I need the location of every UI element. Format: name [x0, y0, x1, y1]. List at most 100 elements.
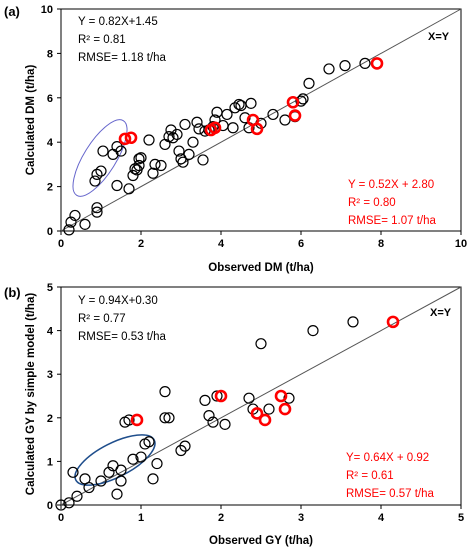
- black-point-b: [55, 499, 67, 511]
- black-point-b: [175, 444, 187, 457]
- red-r2-a: R² = 0.80: [348, 197, 396, 209]
- black-point-b: [95, 475, 107, 487]
- black-point-b: [71, 490, 83, 502]
- black-point-a: [171, 128, 183, 141]
- black-point-a: [221, 108, 233, 121]
- black-rmse-b: RMSE= 0.53 t/ha: [78, 331, 166, 343]
- one-to-one-label-a: X=Y: [428, 31, 450, 43]
- black-point-a: [179, 118, 191, 131]
- red-point-b: [214, 389, 228, 403]
- y-tick-label-a: 0: [47, 226, 53, 238]
- red-point-a: [288, 109, 302, 122]
- x-tick-label-a: 2: [138, 238, 144, 250]
- black-point-a: [197, 154, 209, 166]
- black-point-a: [123, 183, 135, 195]
- black-point-b: [179, 440, 191, 452]
- black-point-a: [63, 224, 75, 236]
- black-point-a: [279, 114, 291, 126]
- panel-label-a: (a): [4, 4, 20, 19]
- red-rmse-b: RMSE= 0.57 t/ha: [346, 488, 434, 500]
- black-point-a: [183, 148, 195, 161]
- x-tick-label-a: 8: [378, 238, 384, 250]
- ticks-b: 0 1 2 3 4 5 0 1 2 3 4 5: [47, 282, 464, 524]
- red-point-a: [250, 122, 264, 136]
- black-point-a: [245, 97, 257, 109]
- black-point-a: [91, 202, 103, 214]
- y-tick-label-b: 2: [47, 413, 53, 425]
- y-tick-label-b: 3: [47, 369, 53, 381]
- black-point-a: [79, 218, 91, 230]
- black-point-a: [295, 95, 307, 107]
- black-point-a: [115, 145, 127, 157]
- black-point-b: [147, 473, 159, 485]
- black-point-b: [159, 412, 171, 424]
- black-point-a: [129, 163, 141, 175]
- panel-a-dm-scatter: (a) Calculated DM (t/ha) Observed DM (t/…: [4, 4, 467, 274]
- black-point-a: [155, 159, 167, 172]
- black-point-b: [263, 403, 275, 415]
- red-point-b: [258, 413, 272, 427]
- y-tick-label-a: 2: [47, 182, 53, 194]
- red-point-a: [370, 57, 384, 70]
- x-axis-title-a: Observed DM (t/ha): [208, 262, 314, 274]
- black-point-a: [167, 132, 179, 144]
- black-rmse-a: RMSE= 1.18 t/ha: [78, 52, 166, 64]
- black-point-a: [97, 145, 109, 157]
- black-point-a: [359, 57, 371, 69]
- black-point-b: [243, 392, 255, 404]
- y-axis-title-a: Calculated DM (t/ha): [25, 65, 37, 176]
- black-equation-a: Y = 0.82X+1.45: [78, 16, 158, 28]
- black-point-b: [103, 466, 115, 478]
- black-point-b: [115, 464, 127, 476]
- x-axis-title-b: Observed GY (t/ha): [209, 535, 313, 547]
- black-point-a: [209, 114, 221, 126]
- red-point-b: [250, 407, 264, 420]
- black-point-b: [83, 481, 95, 494]
- plot-area-b: [55, 286, 462, 511]
- black-r2-b: R² = 0.77: [78, 313, 126, 325]
- black-point-a: [133, 153, 145, 165]
- red-point-b: [278, 402, 292, 416]
- y-tick-label-a: 4: [47, 137, 54, 149]
- black-point-b: [63, 497, 75, 509]
- plot-frame-a: [60, 8, 462, 232]
- black-point-a: [173, 145, 185, 157]
- black-point-a: [135, 152, 147, 164]
- black-point-b: [211, 390, 223, 402]
- one-to-one-line-b: [60, 286, 462, 506]
- black-point-b: [347, 316, 359, 328]
- plot-frame-b: [60, 286, 462, 506]
- x-tick-label-b: 0: [58, 512, 64, 524]
- black-point-a: [89, 175, 101, 187]
- x-tick-label-a: 4: [218, 238, 225, 250]
- y-tick-label-a: 6: [47, 93, 53, 105]
- black-point-a: [91, 206, 103, 218]
- black-point-a: [323, 63, 335, 75]
- black-point-a: [339, 60, 351, 72]
- x-tick-label-a: 0: [58, 238, 64, 250]
- black-point-b: [135, 451, 147, 463]
- red-point-b: [386, 315, 400, 329]
- black-point-a: [111, 179, 123, 192]
- black-point-a: [95, 165, 107, 177]
- black-point-a: [191, 116, 203, 128]
- black-point-a: [91, 168, 103, 180]
- ticks-a: 0 2 4 6 8 10 0 2 4 6 8 10: [41, 4, 467, 250]
- black-point-b: [307, 325, 319, 337]
- black-point-a: [149, 158, 161, 170]
- black-point-a: [65, 216, 77, 228]
- x-tick-label-b: 4: [378, 512, 385, 524]
- one-to-one-label-b: X=Y: [430, 307, 452, 319]
- black-point-b: [159, 386, 171, 398]
- y-tick-label-b: 1: [47, 456, 53, 468]
- y-tick-label-a: 8: [47, 48, 53, 60]
- black-point-a: [147, 167, 159, 179]
- x-tick-label-b: 5: [458, 512, 464, 524]
- black-point-a: [177, 156, 189, 168]
- y-tick-label-b: 0: [47, 500, 53, 512]
- black-point-a: [303, 77, 315, 89]
- red-equation-a: Y = 0.52X + 2.80: [348, 179, 434, 191]
- y-axis-title-b: Calculated GY by simple model (t/ha): [25, 293, 37, 496]
- black-point-b: [143, 436, 155, 448]
- black-point-b: [203, 410, 215, 422]
